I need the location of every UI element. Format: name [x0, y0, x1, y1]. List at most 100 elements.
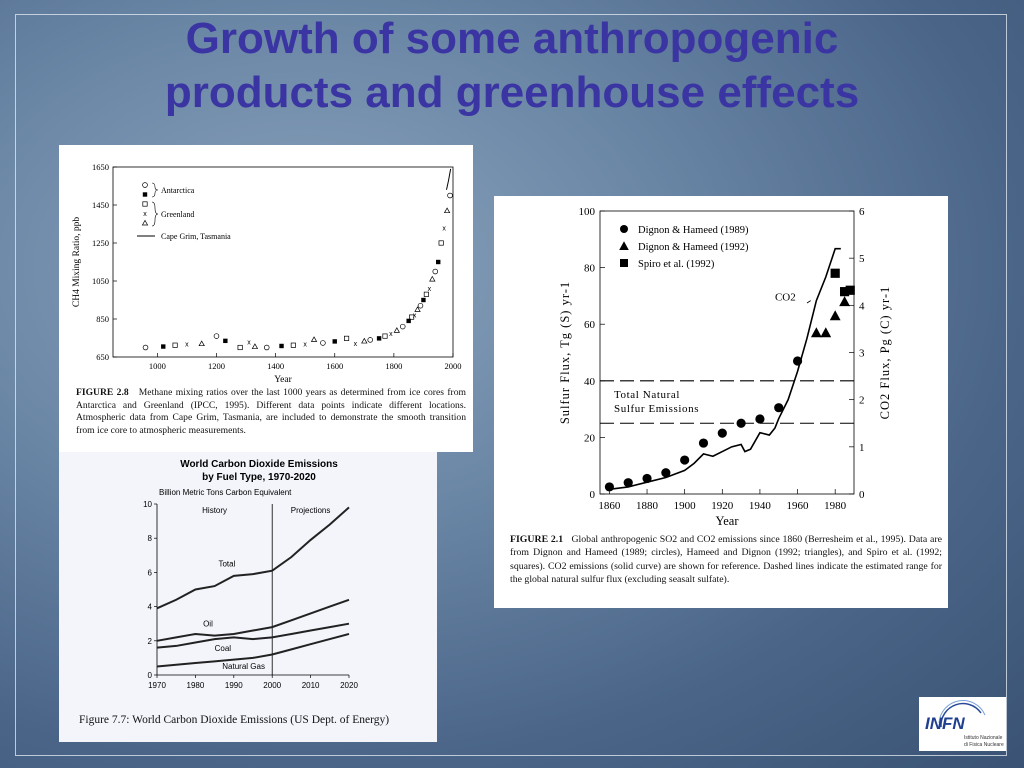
methane-data-point: [198, 340, 205, 347]
methane-data-point: [251, 343, 259, 349]
sulfur-co2-chart: 0 20 40 60 80 100 0 1 2 3 4 5 6 1860 1880 1900 1920 1940 1…: [558, 206, 892, 528]
methane-caption: FIGURE 2.8 Methane mixing ratios over th…: [76, 387, 466, 437]
sulfur-left-tick-label: 20: [584, 432, 596, 444]
sulfur-x-tick-label: 1940: [749, 500, 772, 512]
methane-data-point: [432, 268, 439, 275]
methane-legend-brace: [151, 182, 159, 198]
methane-data-point: [279, 343, 284, 349]
methane-data-point: [417, 302, 424, 309]
co2-right-axis-label: CO2 Flux, Pg (C) yr-1: [878, 286, 892, 420]
methane-data-point: [399, 323, 406, 330]
methane-data-point: [409, 314, 415, 320]
methane-y-axis-label: CH4 Mixing Ratio, ppb: [72, 217, 82, 308]
sulfur-data-point: [810, 327, 822, 338]
co2-right-tick-label: 6: [859, 206, 865, 218]
methane-cape-grim-line: [446, 168, 452, 190]
world-co2-series-label: Natural Gas: [222, 662, 265, 671]
sulfur-annotation-line-2: Sulfur Emissions: [614, 403, 699, 415]
slide-title-line-2: products and greenhouse effects: [164, 68, 860, 117]
world-co2-y-tick-label: 6: [148, 568, 153, 577]
methane-data-point: [344, 335, 350, 341]
methane-plot-frame: [112, 166, 454, 358]
world-co2-chart: World Carbon Dioxide Emissions by Fuel Ty…: [143, 459, 358, 690]
world-co2-x-tick-label: 2010: [302, 681, 320, 690]
world-co2-x-tick-label: 1980: [187, 681, 205, 690]
sulfur-x-tick-label: 1860: [598, 500, 621, 512]
methane-x-tick-label: 2000: [445, 361, 462, 371]
methane-y-tick-label: 650: [96, 352, 109, 362]
sulfur-x-tick-label: 1920: [711, 500, 734, 512]
infn-logo-sub-1: Istituto Nazionale: [964, 735, 1003, 741]
co2-right-tick-label: 2: [859, 395, 865, 407]
methane-data-point: [142, 344, 149, 351]
sulfur-left-tick-label: 100: [579, 206, 596, 218]
sulfur-data-point: [698, 438, 709, 448]
sulfur-caption-label: FIGURE 2.1: [510, 534, 564, 545]
sulfur-caption: FIGURE 2.1 Global anthropogenic SO2 and …: [510, 533, 942, 587]
methane-x-tick-label: 1400: [267, 361, 284, 371]
sulfur-plot-frame: [599, 210, 855, 495]
sulfur-legend-label: Spiro et al. (1992): [638, 259, 715, 270]
methane-legend-marker: [142, 182, 148, 188]
methane-data-point: [213, 333, 220, 339]
methane-data-point: [429, 275, 436, 282]
world-co2-y-tick-label: 0: [148, 671, 153, 680]
co2-curve-label-leader: [806, 300, 811, 304]
slide-title: Growth of some anthropogenic products an…: [0, 12, 1024, 120]
world-co2-series-label: Oil: [203, 619, 213, 628]
world-co2-x-tick-label: 1990: [225, 681, 243, 690]
world-co2-title-line-1: World Carbon Dioxide Emissions: [180, 459, 338, 470]
world-co2-region-history: History: [202, 506, 227, 515]
methane-chart-panel: 1000 1200 1400 1600 1800 2000 650 850 1050 1250 14…: [59, 145, 473, 452]
methane-data-point: [172, 342, 178, 348]
sulfur-data-point: [736, 418, 746, 428]
methane-x-tick-label: 1600: [326, 361, 343, 371]
methane-data-point: [367, 337, 373, 343]
sulfur-left-tick-label: 0: [590, 489, 596, 501]
methane-x-tick-label: 1800: [385, 361, 402, 371]
world-co2-y-tick-label: 4: [148, 603, 153, 612]
sulfur-caption-text: Global anthropogenic SO2 and CO2 emissio…: [510, 534, 942, 586]
sulfur-x-tick-label: 1900: [674, 500, 697, 512]
sulfur-data-point: [792, 356, 803, 366]
sulfur-data-point: [661, 468, 671, 478]
methane-data-point: [438, 240, 444, 246]
co2-right-tick-label: 0: [859, 489, 865, 501]
world-co2-x-tick-label: 2000: [263, 681, 281, 690]
methane-chart: 1000 1200 1400 1600 1800 2000 650 850 1050 1250 14…: [72, 162, 462, 385]
sulfur-data-point: [839, 296, 850, 307]
methane-data-point: x: [354, 341, 358, 348]
slide-frame: [15, 14, 1007, 756]
methane-data-point: [443, 207, 451, 214]
methane-data-point: x: [389, 331, 393, 338]
methane-data-point: [447, 192, 453, 199]
sulfur-left-tick-label: 80: [584, 263, 596, 275]
methane-legend-brace: [151, 201, 159, 227]
world-co2-caption: Figure 7.7: World Carbon Dioxide Emissio…: [79, 714, 390, 726]
methane-y-tick-label: 1650: [92, 162, 109, 172]
sulfur-co2-chart-panel: 0 20 40 60 80 100 0 1 2 3 4 5 6 1860 1880 1900 1920 1940 1…: [494, 196, 948, 608]
methane-y-tick-label: 1050: [92, 276, 109, 286]
methane-data-point: x: [413, 313, 417, 320]
methane-data-point: [361, 337, 368, 344]
sulfur-left-tick-label: 40: [584, 376, 596, 388]
methane-data-point: [376, 336, 382, 341]
methane-legend-label: Cape Grim, Tasmania: [161, 232, 231, 241]
methane-y-tick-label: 850: [96, 314, 109, 324]
world-co2-y-tick-label: 10: [143, 500, 152, 509]
methane-data-point: x: [247, 340, 251, 347]
world-co2-series-line-oil: [156, 598, 350, 642]
methane-legend-label: Greenland: [161, 210, 194, 219]
sulfur-data-point: [755, 414, 765, 424]
sulfur-legend-marker: [620, 259, 628, 267]
sulfur-data-point: [845, 285, 855, 295]
methane-data-point: [320, 340, 326, 346]
methane-y-tick-label: 1450: [92, 200, 109, 210]
sulfur-data-point: [839, 287, 850, 297]
sulfur-left-axis-label: Sulfur Flux, Tg (S) yr-1: [558, 281, 572, 424]
world-co2-series-line-coal: [156, 622, 350, 649]
world-co2-series-label: Total: [218, 559, 235, 568]
methane-data-point: [414, 306, 421, 312]
methane-data-point: [421, 297, 426, 303]
sulfur-data-point: [829, 310, 841, 321]
